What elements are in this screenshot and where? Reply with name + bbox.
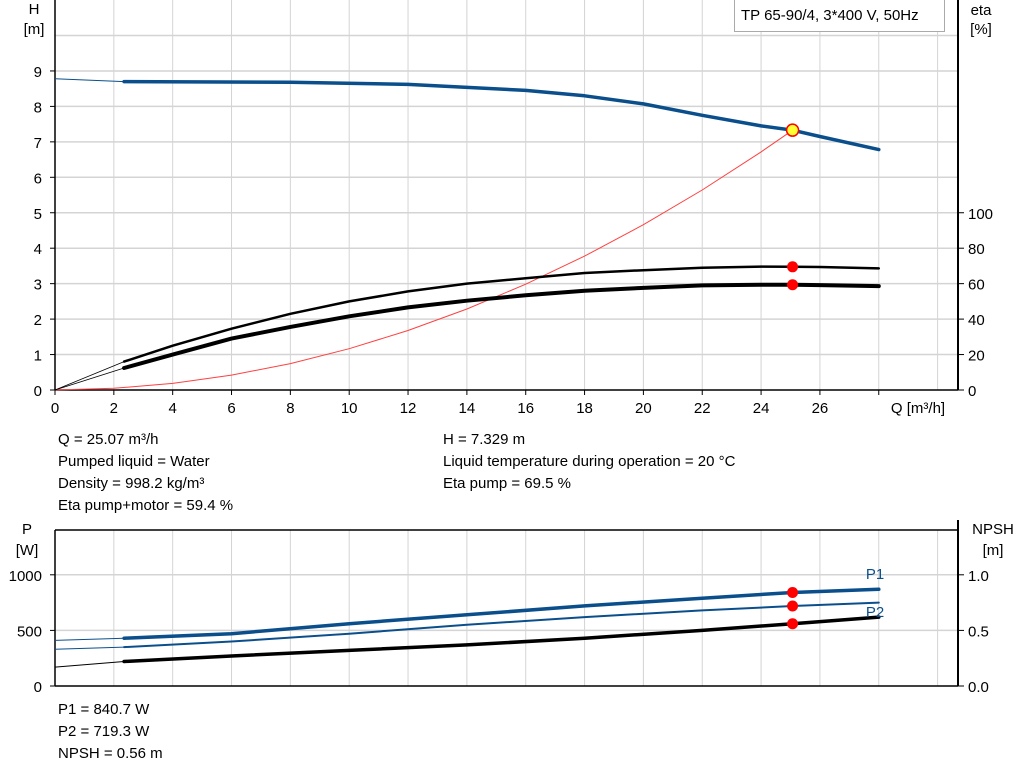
p-tick-label: 0	[34, 679, 42, 696]
p2-marker	[787, 600, 799, 612]
x-tick-label: 10	[341, 400, 358, 417]
p-axis-label-unit: [W]	[16, 542, 39, 559]
x-tick-label: 4	[169, 400, 177, 417]
info-npsh: NPSH = 0.56 m	[58, 745, 163, 762]
npsh-curve	[122, 615, 881, 664]
y-tick-label: 5	[34, 206, 42, 223]
p-axis-label-name: P	[22, 521, 32, 538]
y2-tick-label: 20	[968, 348, 985, 365]
y2-tick-label: 60	[968, 277, 985, 294]
head-curve-extrapolated	[54, 78, 125, 83]
info-p1: P1 = 840.7 W	[58, 701, 150, 718]
p-tick-label: 1000	[9, 568, 42, 585]
y-tick-label: 0	[34, 383, 42, 400]
eta-pump-marker	[787, 261, 799, 273]
x-tick-label: 8	[286, 400, 294, 417]
npsh-axis-label-unit: [m]	[983, 542, 1004, 559]
y-axis-label-name: H	[29, 1, 40, 18]
x-tick-label: 6	[227, 400, 235, 417]
duty-point-marker	[785, 123, 800, 137]
eta-pump-motor-curve	[122, 282, 881, 370]
info-eta-pump: Eta pump = 69.5 %	[443, 475, 571, 492]
y-tick-label: 1	[34, 348, 42, 365]
p-tick-label: 500	[17, 623, 42, 640]
system-curve	[54, 129, 793, 391]
y-axis-label-unit: [m]	[24, 21, 45, 38]
head-curve	[122, 79, 881, 152]
y2-tick-label: 100	[968, 206, 993, 223]
info-p2: P2 = 719.3 W	[58, 723, 150, 740]
y-tick-label: 3	[34, 277, 42, 294]
y-tick-label: 2	[34, 312, 42, 329]
y-tick-label: 8	[34, 99, 42, 116]
p2-curve	[123, 601, 880, 649]
y2-axis-label-unit: [%]	[970, 21, 992, 38]
p1-curve	[122, 587, 881, 640]
x-axis-label: Q [m³/h]	[891, 400, 945, 417]
pump-title-box: TP 65-90/4, 3*400 V, 50Hz	[734, 0, 945, 32]
x-tick-label: 14	[459, 400, 476, 417]
y-tick-label: 9	[34, 64, 42, 81]
info-liquid: Pumped liquid = Water	[58, 453, 210, 470]
y2-tick-label: 40	[968, 312, 985, 329]
eta-pump-curve	[122, 265, 881, 363]
x-tick-label: 22	[694, 400, 711, 417]
npsh-tick-label: 0.5	[968, 623, 989, 640]
eta-pump-curve-extrapolated	[54, 361, 125, 391]
x-tick-label: 16	[517, 400, 534, 417]
npsh-tick-label: 0.0	[968, 679, 989, 696]
p2-series-label: P2	[866, 604, 884, 621]
x-tick-label: 0	[51, 400, 59, 417]
p1-curve-extrapolated	[54, 637, 125, 641]
info-temperature: Liquid temperature during operation = 20…	[443, 453, 736, 470]
y2-axis-label-name: eta	[971, 2, 993, 19]
y-tick-label: 7	[34, 135, 42, 152]
x-tick-label: 26	[812, 400, 829, 417]
x-tick-label: 20	[635, 400, 652, 417]
y-tick-label: 4	[34, 241, 42, 258]
npsh-axis-label-name: NPSH	[972, 521, 1014, 538]
info-h: H = 7.329 m	[443, 431, 526, 448]
x-tick-label: 12	[400, 400, 417, 417]
npsh-tick-label: 1.0	[968, 568, 989, 585]
x-tick-label: 24	[753, 400, 770, 417]
y-tick-label: 6	[34, 170, 42, 187]
npsh-curve-extrapolated	[54, 661, 125, 668]
info-bottom: P1 = 840.7 W P2 = 719.3 W NPSH = 0.56 m	[58, 699, 163, 765]
p1-series-label: P1	[866, 566, 884, 583]
p1-marker	[787, 587, 799, 599]
info-eta-pump-motor: Eta pump+motor = 59.4 %	[58, 497, 234, 514]
p2-curve-extrapolated	[54, 646, 125, 650]
info-q: Q = 25.07 m³/h	[58, 431, 159, 448]
eta-pump-motor-curve-extrapolated	[54, 367, 125, 391]
info-top-right: H = 7.329 m Liquid temperature during op…	[443, 429, 735, 495]
info-top-left: Q = 25.07 m³/h Pumped liquid = Water Den…	[58, 429, 233, 517]
info-density: Density = 998.2 kg/m³	[58, 475, 205, 492]
y2-tick-label: 0	[968, 383, 976, 400]
y2-tick-label: 80	[968, 241, 985, 258]
eta-pump-motor-marker	[787, 279, 799, 291]
x-tick-label: 2	[110, 400, 118, 417]
x-tick-label: 18	[576, 400, 593, 417]
chart-title: TP 65-90/4, 3*400 V, 50Hz	[741, 7, 919, 24]
npsh-marker	[787, 618, 799, 630]
